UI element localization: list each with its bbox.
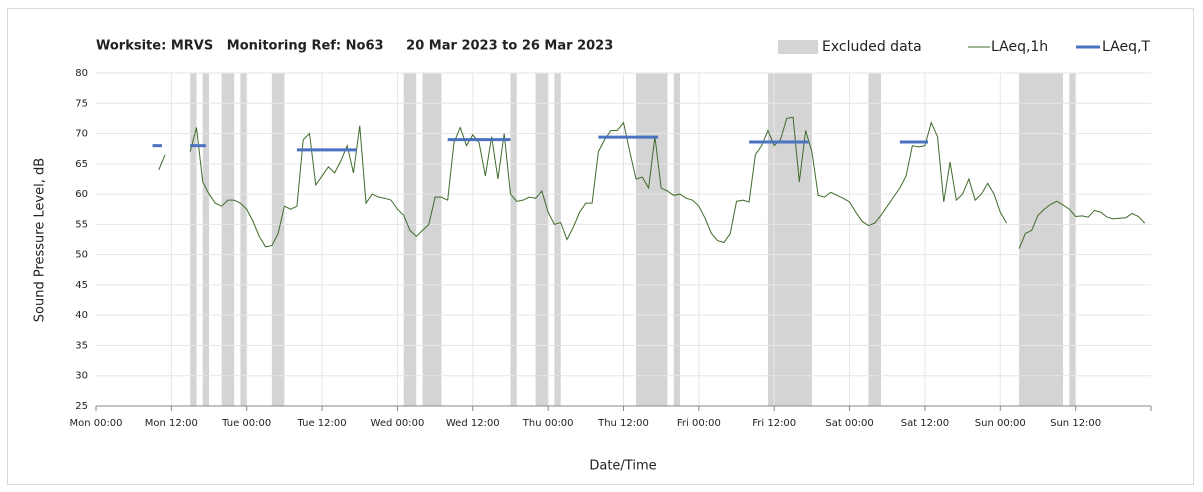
legend-swatch [778,40,818,54]
laeq-1h-line [189,116,1008,248]
excluded-band [1069,73,1076,406]
excluded-band [673,73,681,406]
excluded-band [1019,73,1064,406]
y-tick-label: 65 [75,159,88,170]
y-tick-label: 30 [75,371,88,382]
legend-label: LAeq,1h [991,39,1048,55]
y-tick-label: 45 [75,280,88,291]
chart-title: Worksite: MRVS Monitoring Ref: No63 20 M… [96,39,613,54]
x-tick-label: Fri 12:00 [752,418,796,429]
excluded-band [636,73,668,406]
x-tick-label: Sat 12:00 [901,418,949,429]
y-tick-label: 50 [75,250,88,261]
y-axis-label: Sound Pressure Level, dB [33,158,48,322]
excluded-band [271,73,285,406]
y-tick-label: 60 [75,189,88,200]
chart-border [7,8,1194,485]
excluded-band [190,73,197,406]
x-tick-label: Thu 12:00 [597,418,649,429]
excluded-band [510,73,517,406]
x-tick-label: Tue 12:00 [297,418,347,429]
laeq-1h-line [1018,200,1146,249]
legend-label: Excluded data [822,39,922,55]
excluded-band [554,73,561,406]
x-tick-label: Wed 12:00 [446,418,500,429]
x-tick-label: Mon 00:00 [69,418,122,429]
x-tick-label: Tue 00:00 [221,418,271,429]
x-tick-label: Thu 00:00 [522,418,574,429]
excluded-band [422,73,442,406]
excluded-band [403,73,417,406]
laeq-1h-line [158,154,166,171]
x-tick-label: Sat 00:00 [825,418,873,429]
y-tick-label: 35 [75,340,88,351]
legend-label: LAeq,T [1102,39,1150,55]
excluded-band [535,73,549,406]
y-tick-label: 70 [75,129,88,140]
y-tick-label: 40 [75,310,88,321]
y-tick-label: 75 [75,98,88,109]
x-axis-label: Date/Time [589,459,656,474]
y-tick-label: 55 [75,219,88,230]
excluded-band [767,73,812,406]
x-tick-label: Fri 00:00 [677,418,721,429]
y-tick-label: 25 [75,401,88,412]
excluded-band [868,73,881,406]
excluded-band [221,73,235,406]
y-tick-label: 80 [75,68,88,79]
x-tick-label: Wed 00:00 [371,418,425,429]
excluded-band [240,73,247,406]
x-tick-label: Sun 12:00 [1050,418,1101,429]
excluded-band [202,73,210,406]
x-tick-label: Sun 00:00 [975,418,1026,429]
x-tick-label: Mon 12:00 [145,418,198,429]
